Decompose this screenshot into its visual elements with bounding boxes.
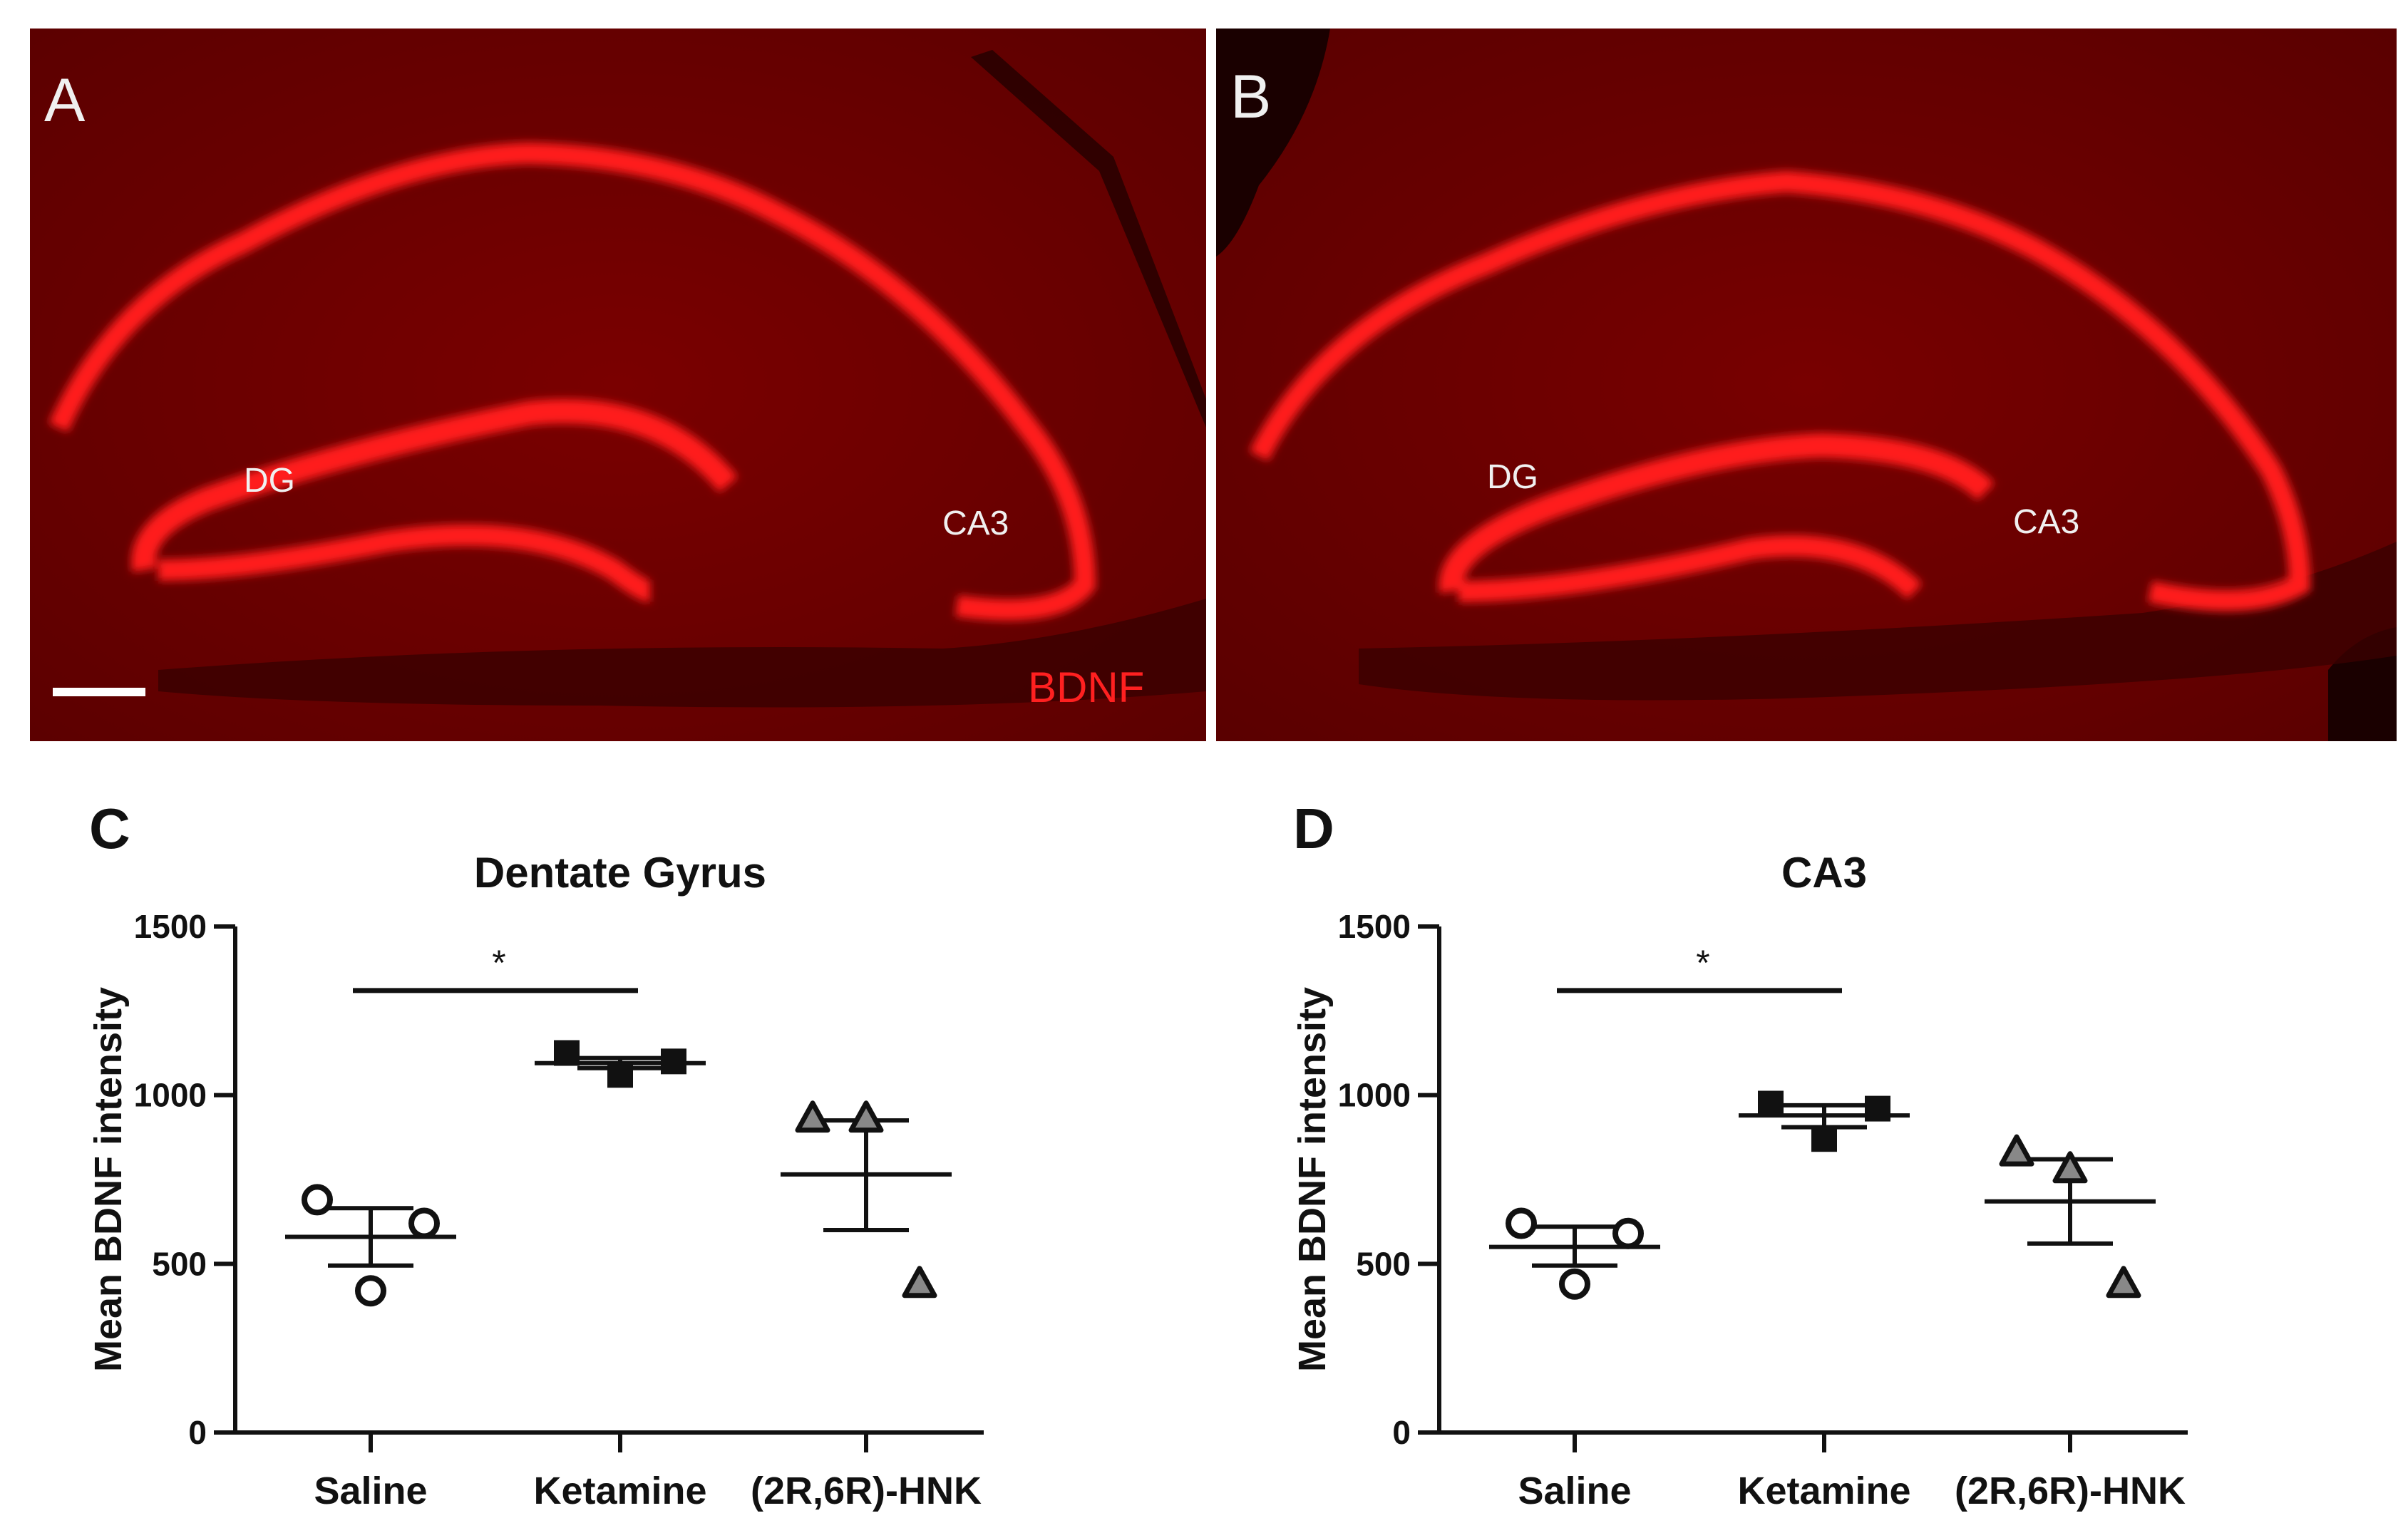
- y-tick-label: 1500: [134, 908, 207, 945]
- micrograph-panel-a: A DG CA3 BDNF: [30, 29, 1206, 741]
- y-tick-label: 1500: [1338, 908, 1411, 945]
- data-point-square: [1811, 1126, 1837, 1152]
- x-tick-label: Saline: [1518, 1470, 1631, 1512]
- panel-b-label-ca3: CA3: [2013, 503, 2079, 541]
- chart-d-svg: D CA3 0 500 1000 1500 Saline Ketamine (2R,6R)-HN…: [1291, 797, 2188, 1512]
- data-point-circle: [408, 1207, 440, 1239]
- data-point-triangle: [848, 1100, 884, 1133]
- y-tick-label: 1000: [134, 1077, 207, 1114]
- dg-lower-blade: [1458, 535, 1923, 602]
- data-point-circle: [1612, 1217, 1644, 1249]
- panel-a-letter: A: [44, 66, 86, 135]
- micrograph-panel-b: B DG CA3: [1216, 29, 2397, 741]
- dg-upper-blade: [1439, 433, 1995, 594]
- stain-label: BDNF: [1028, 664, 1144, 711]
- y-tick-label: 500: [1356, 1245, 1411, 1282]
- significance-star: *: [492, 943, 505, 983]
- chart-title: CA3: [1781, 849, 1867, 897]
- chart-panel-c: C Dentate Gyrus 0 500 1000 1500 Saline Ketamine…: [0, 777, 1204, 1523]
- data-point-square: [554, 1040, 580, 1066]
- x-tick-label: Ketamine: [533, 1470, 706, 1512]
- data-point-circle: [1506, 1207, 1537, 1239]
- dg-lower-blade: [158, 525, 652, 602]
- y-axis-label: Mean BDNF intensity: [1291, 987, 1334, 1372]
- data-point-square: [1758, 1090, 1784, 1117]
- y-axis-label: Mean BDNF intensity: [87, 987, 130, 1372]
- chart-panel-d: D CA3 0 500 1000 1500 Saline Ketamine (2R,6R)-HN…: [1204, 777, 2408, 1523]
- micrograph-a-svg: A DG CA3 BDNF: [30, 29, 1206, 741]
- data-point-triangle: [2106, 1266, 2141, 1299]
- data-point-triangle: [902, 1266, 937, 1299]
- panel-b-letter: B: [1230, 63, 1271, 131]
- data-point-circle: [1559, 1268, 1590, 1300]
- data-point-circle: [302, 1184, 333, 1216]
- x-tick-label: (2R,6R)-HNK: [1955, 1470, 2186, 1512]
- data-point-square: [1865, 1095, 1890, 1122]
- panel-a-label-ca3: CA3: [942, 505, 1009, 542]
- y-tick-label: 0: [188, 1414, 207, 1451]
- x-tick-label: Ketamine: [1737, 1470, 1910, 1512]
- y-tick-label: 1000: [1338, 1077, 1411, 1114]
- dg-upper-blade: [131, 399, 739, 572]
- significance-star: *: [1696, 943, 1709, 983]
- chart-c-svg: C Dentate Gyrus 0 500 1000 1500 Saline Ketamine…: [87, 797, 984, 1512]
- y-tick-label: 0: [1392, 1414, 1411, 1451]
- panel-letter: D: [1293, 797, 1334, 860]
- panel-letter: C: [89, 797, 130, 860]
- panel-a-label-dg: DG: [244, 462, 295, 500]
- x-tick-label: Saline: [314, 1470, 427, 1512]
- x-tick-label: (2R,6R)-HNK: [751, 1470, 982, 1512]
- ventricle-dark: [1359, 542, 2397, 701]
- micrograph-b-svg: B DG CA3: [1216, 29, 2397, 741]
- tissue-background: [30, 29, 1206, 741]
- panel-b-label-dg: DG: [1487, 458, 1538, 496]
- data-point-circle: [355, 1275, 386, 1307]
- data-point-triangle: [2052, 1151, 2088, 1184]
- y-tick-label: 500: [152, 1245, 207, 1282]
- data-point-triangle: [1999, 1134, 2034, 1167]
- scale-bar: [53, 688, 145, 696]
- ca-pyramidal-layer: [1249, 170, 2311, 611]
- data-point-square: [661, 1048, 686, 1075]
- chart-title: Dentate Gyrus: [474, 849, 766, 897]
- ventricle-dark: [158, 599, 1206, 708]
- ca-pyramidal-layer: [48, 142, 1096, 621]
- data-point-triangle: [795, 1100, 830, 1133]
- tissue-gap: [1216, 29, 1330, 257]
- data-point-square: [607, 1062, 633, 1088]
